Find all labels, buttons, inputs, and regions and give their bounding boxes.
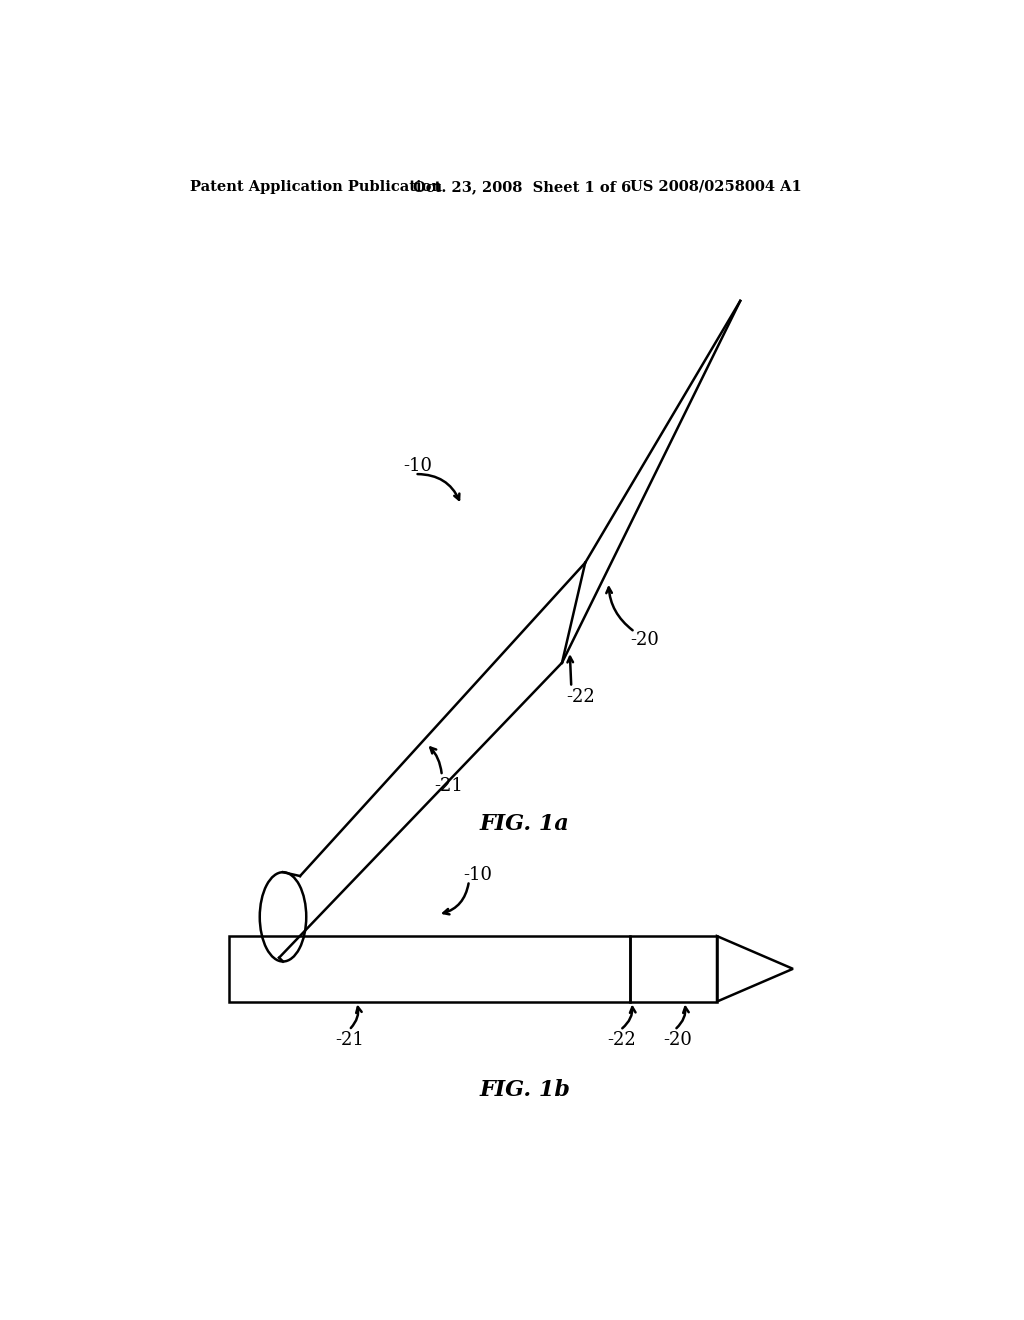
Text: -21: -21: [434, 777, 463, 795]
Text: FIG. 1b: FIG. 1b: [479, 1080, 570, 1101]
Text: -22: -22: [607, 1031, 636, 1049]
Text: FIG. 1a: FIG. 1a: [480, 813, 569, 836]
Text: -10: -10: [463, 866, 492, 883]
Text: -20: -20: [663, 1031, 691, 1049]
Text: -10: -10: [403, 458, 432, 475]
Text: -22: -22: [566, 689, 595, 706]
Bar: [228, 936, 630, 1002]
Text: -21: -21: [336, 1031, 365, 1049]
Text: US 2008/0258004 A1: US 2008/0258004 A1: [630, 180, 802, 194]
Text: Oct. 23, 2008  Sheet 1 of 6: Oct. 23, 2008 Sheet 1 of 6: [414, 180, 632, 194]
Bar: [630, 936, 717, 1002]
Text: -20: -20: [630, 631, 659, 648]
Text: Patent Application Publication: Patent Application Publication: [190, 180, 442, 194]
